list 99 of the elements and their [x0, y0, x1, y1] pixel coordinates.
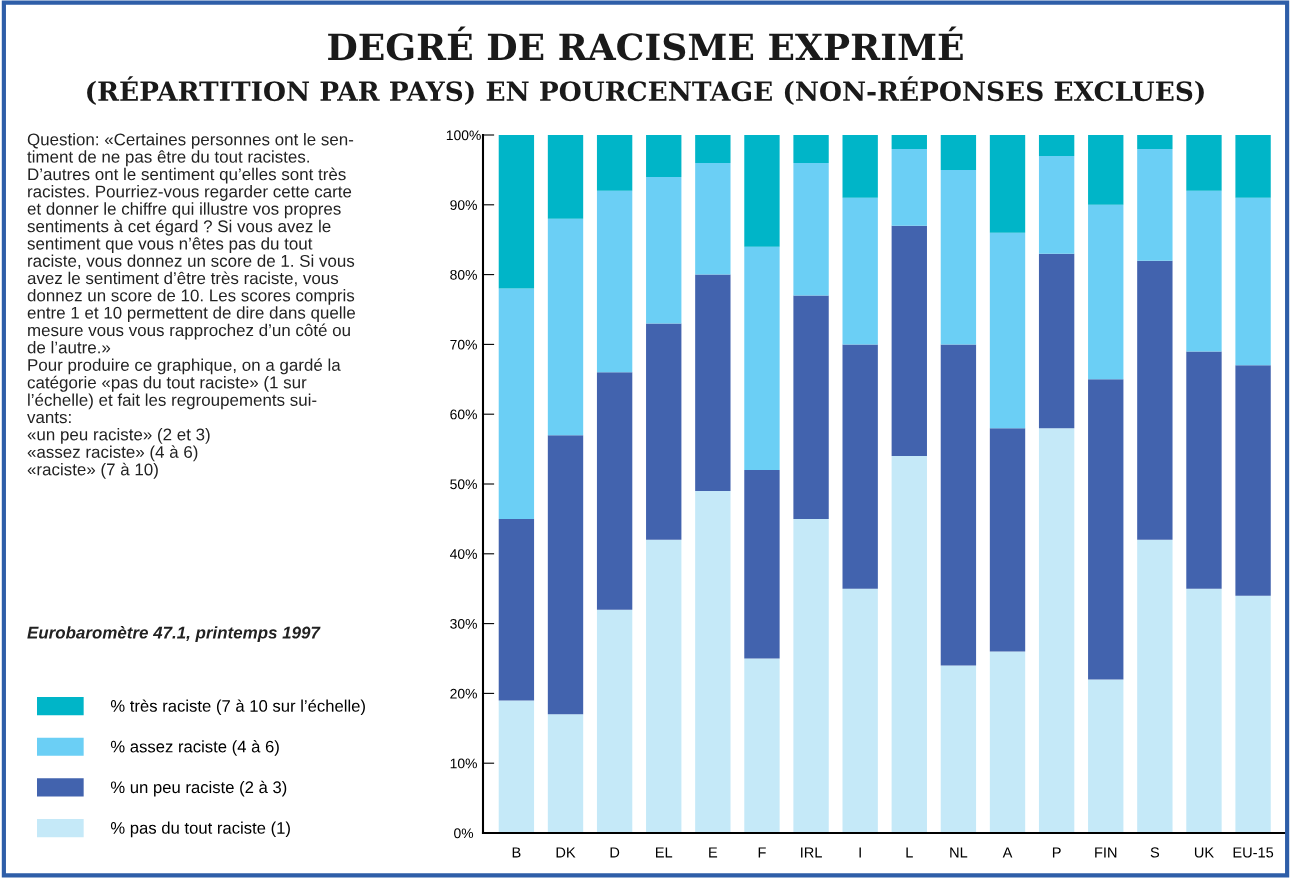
bar	[744, 658, 780, 833]
y-tick-label: 20%	[450, 688, 477, 699]
bar	[842, 344, 878, 589]
x-tick-label: F	[758, 847, 766, 858]
bar	[646, 323, 682, 540]
x-tick-label: IRL	[801, 847, 822, 858]
x-tick-label: D	[610, 847, 620, 858]
bar	[940, 344, 977, 666]
bar	[498, 700, 535, 833]
bar	[596, 135, 633, 191]
x-tick-label: I	[859, 847, 861, 858]
y-tick-label: 0%	[454, 828, 474, 839]
bar	[596, 372, 633, 610]
x-tick-label: S	[1150, 847, 1160, 858]
bar	[695, 490, 731, 833]
bar	[891, 456, 927, 833]
bar	[1186, 190, 1222, 352]
bar	[891, 225, 927, 457]
bar	[1137, 148, 1173, 261]
bar	[989, 232, 1026, 429]
bar	[498, 288, 535, 519]
bar	[498, 135, 535, 289]
bar	[1088, 204, 1124, 380]
bar	[989, 428, 1026, 652]
legend-label: % pas du tout raciste (1)	[110, 821, 290, 838]
bar	[1137, 135, 1173, 149]
bar	[547, 135, 584, 219]
bar	[793, 518, 829, 833]
bar	[793, 295, 829, 519]
text: Eurobaromètre 47.1, printemps 1997	[27, 626, 321, 642]
bar	[596, 190, 633, 373]
y-tick-label: 60%	[450, 409, 477, 420]
bar	[744, 135, 780, 247]
x-tick-label: B	[512, 847, 521, 858]
bar	[1038, 135, 1075, 156]
x-tick-label: A	[1002, 847, 1013, 858]
bar	[1186, 135, 1222, 191]
y-tick-label: 80%	[450, 269, 477, 280]
x-tick-label: EU-15	[1233, 847, 1274, 858]
bar	[646, 176, 682, 324]
chart-subtitle: (RÉPARTITION PAR PAYS) EN POURCENTAGE (NON-RÉPONSES EXCLUES)	[87, 76, 1204, 105]
x-tick-label: FIN	[1095, 847, 1117, 858]
x-tick-label: P	[1052, 847, 1061, 858]
x-tick-label: DK	[556, 847, 576, 858]
x-tick-label: UK	[1194, 847, 1214, 858]
x-tick-label: EL	[656, 847, 673, 858]
y-tick-label: 50%	[450, 479, 477, 490]
bar	[1038, 253, 1075, 429]
bar	[793, 162, 829, 296]
bar	[1186, 588, 1222, 833]
bar	[596, 609, 633, 833]
legend-label: % assez raciste (4 à 6)	[110, 740, 279, 756]
bar	[891, 148, 927, 226]
bar	[1038, 155, 1075, 254]
bar	[547, 218, 584, 436]
bar	[1088, 135, 1124, 205]
text: Question: «Certaines personnes ont le sen- timent de ne pas être du tout racistes. D’autres ont le sentiment qu’elles sont très racistes. Pourriez-vous regarder cette carte et donner le chiffre qui illustre vos propres sentiments à cet égard ? Si vous avez le sentiment que vous n’êtes pas du tout raciste, vous donnez un score de 1. Si vous avez le sentiment d’être très raciste, vous donnez un score de 10. Les scores compris entre 1 et 10 permettent de dire dans quelle mesure vous vous rapprochez d’un côté ou de l’autre.» Pour produire ce graphique, on a gardé la catégorie «pas du tout raciste» (1 sur l’échelle) et fait les regroupements sui- vants: «un peu raciste» (2 et 3) «assez raciste» (4 à 6) «raciste» (7 à 10)	[27, 133, 355, 479]
bar	[695, 274, 731, 491]
bar	[842, 135, 878, 198]
x-tick-label: L	[906, 847, 913, 858]
x-tick-label: E	[709, 847, 718, 858]
bar	[940, 665, 977, 833]
legend-label: % très raciste (7 à 10 sur l’échelle)	[110, 699, 365, 716]
bar	[842, 197, 878, 345]
bar	[646, 135, 682, 177]
legend-label: % un peu raciste (2 à 3)	[110, 780, 287, 797]
bar	[793, 135, 829, 163]
y-tick-label: 70%	[450, 339, 477, 350]
bar	[842, 588, 878, 833]
chart-title: DEGRÉ DE RACISME EXPRIMÉ	[328, 26, 963, 61]
bar	[547, 435, 584, 715]
bar	[547, 714, 584, 833]
bar	[940, 169, 977, 345]
y-tick-label: 30%	[450, 618, 477, 629]
bar	[940, 135, 977, 170]
bar	[989, 135, 1026, 233]
y-tick-label: 10%	[450, 758, 477, 769]
bar	[1088, 379, 1124, 680]
bar	[1235, 197, 1271, 366]
bar	[498, 518, 535, 701]
bar	[1088, 679, 1124, 833]
bar	[744, 246, 780, 471]
bar	[989, 651, 1026, 833]
bar	[1038, 428, 1075, 833]
bar	[1137, 539, 1173, 833]
bar	[744, 470, 780, 659]
y-tick-label: 40%	[449, 549, 477, 559]
bar	[646, 539, 682, 833]
y-tick-label: 90%	[450, 200, 477, 210]
bar	[1137, 260, 1173, 540]
bar	[695, 162, 731, 275]
x-tick-label: NL	[950, 847, 968, 858]
y-tick-label: 100%	[446, 130, 481, 141]
bar	[1186, 351, 1222, 589]
bar	[695, 135, 731, 163]
bar	[891, 135, 927, 149]
bar	[1235, 595, 1271, 833]
bar	[1235, 135, 1271, 198]
bar	[1235, 365, 1271, 596]
